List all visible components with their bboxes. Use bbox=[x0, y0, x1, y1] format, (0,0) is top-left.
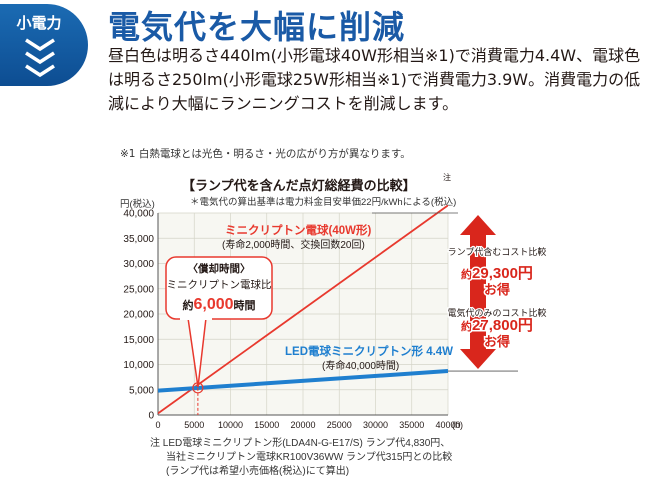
chart-subtitle: ＊電気代の算出基準は電力料金目安単価22円/kWhによる(税込) bbox=[190, 196, 456, 208]
red-series-label: ミニクリプトン電球(40W形) bbox=[225, 223, 371, 237]
payback-value-part: 約 bbox=[182, 298, 193, 312]
comparison-deal-label: お得 bbox=[484, 282, 510, 297]
x-tick-label: 0 bbox=[155, 420, 160, 430]
payback-callout bbox=[165, 256, 273, 320]
payback-value-line: 約6,000時間 bbox=[182, 296, 255, 313]
x-tick-label: 30000 bbox=[363, 420, 388, 430]
x-tick-label: 40000 bbox=[435, 420, 460, 430]
comparison-value: 約29,300円 bbox=[461, 265, 533, 282]
footnote-1: ※1 白熱電球とは光色・明るさ・光の広がり方が異なります。 bbox=[120, 148, 411, 160]
chart-footnote: (ランプ代は希望小売価格(税込)にて算出) bbox=[166, 464, 349, 477]
comparison-value-part: 27,800円 bbox=[472, 317, 533, 334]
chart-title: 【ランプ代を含んだ点灯総経費の比較】 bbox=[182, 178, 416, 193]
comparison-caption: ランプ代含むコスト比較 bbox=[448, 246, 547, 257]
low-power-badge: 小電力 bbox=[0, 4, 88, 86]
red-series-line bbox=[158, 205, 448, 415]
chevron-down-icon bbox=[25, 51, 55, 65]
y-tick-label: 10,000 bbox=[123, 360, 154, 371]
comparison-value-part: 29,300円 bbox=[472, 265, 533, 282]
badge-label: 小電力 bbox=[16, 14, 62, 32]
chart-title-note: 注 bbox=[443, 172, 451, 182]
blue-series-label: LED電球ミニクリプトン形 4.4W bbox=[285, 344, 453, 358]
x-tick-label: 25000 bbox=[327, 420, 352, 430]
page-title: 電気代を大幅に削減 bbox=[108, 8, 406, 46]
chevron-down-icon bbox=[25, 38, 55, 52]
red-series-note: (寿命2,000時間、交換回数20回) bbox=[222, 238, 365, 251]
savings-arrow bbox=[460, 215, 496, 370]
comparison-caption: 電気代のみのコスト比較 bbox=[447, 307, 546, 318]
y-tick-label: 15,000 bbox=[123, 335, 154, 346]
y-tick-label: 0 bbox=[148, 411, 154, 422]
chart-footnote: 当社ミニクリプトン電球KR100V36WW ランプ代315円との比較 bbox=[166, 450, 452, 463]
description-text: 昼白色は明るさ440lm(小形電球40W形相当※1)で消費電力4.4W、電球色は… bbox=[108, 46, 641, 113]
x-tick-label: 10000 bbox=[218, 420, 243, 430]
payback-pointer-join bbox=[180, 317, 212, 320]
x-tick-label: 15000 bbox=[254, 420, 279, 430]
y-tick-label: 5,000 bbox=[129, 385, 154, 396]
payback-value-part: 6,000 bbox=[193, 296, 233, 313]
x-tick-label: 20000 bbox=[290, 420, 315, 430]
x-tick-label: 35000 bbox=[399, 420, 424, 430]
x-axis-unit: (h) bbox=[452, 420, 463, 430]
y-tick-label: 35,000 bbox=[123, 234, 154, 245]
y-tick-label: 40,000 bbox=[123, 209, 154, 220]
comparison-deal-label: お得 bbox=[484, 334, 510, 349]
y-tick-label: 20,000 bbox=[123, 310, 154, 321]
y-axis-unit: 円(税込) bbox=[120, 198, 155, 210]
chevron-down-icon bbox=[25, 64, 55, 78]
x-tick-label: 5000 bbox=[184, 420, 204, 430]
payback-title: 〈償却時間〉 bbox=[188, 262, 251, 275]
blue-series-note: (寿命40,000時間) bbox=[322, 359, 399, 372]
cost-comparison-chart: 【ランプ代を含んだ点灯総経費の比較】 注 ＊電気代の算出基準は電力料金目安単価22円… bbox=[120, 172, 548, 477]
payback-caption: ミニクリプトン電球比 bbox=[167, 278, 272, 291]
blue-series-line bbox=[158, 369, 448, 393]
comparison-value: 約27,800円 bbox=[461, 317, 533, 334]
y-tick-label: 25,000 bbox=[123, 284, 154, 295]
comparison-value-part: 約 bbox=[461, 267, 472, 281]
comparison-value-part: 約 bbox=[461, 319, 472, 333]
payback-value-part: 時間 bbox=[234, 298, 256, 312]
y-tick-label: 30,000 bbox=[123, 259, 154, 270]
chart-footnote: 注 LED電球ミニクリプトン形(LDA4N-G-E17/S) ランプ代4,830… bbox=[150, 436, 450, 449]
